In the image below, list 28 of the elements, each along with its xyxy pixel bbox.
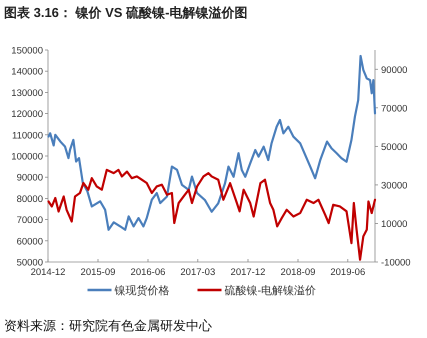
- y-tick-label: 80000: [16, 194, 43, 205]
- y2-tick-label: -10000: [381, 258, 411, 268]
- y2-tick-label: 10000: [381, 218, 408, 230]
- legend-label: 镍现货价格: [114, 285, 170, 297]
- y-tick-label: 90000: [16, 172, 43, 184]
- y-tick-label: 60000: [16, 236, 43, 248]
- x-tick-label: 2014-12: [30, 267, 66, 278]
- x-tick-label: 2016-06: [130, 267, 166, 278]
- y2-tick-label: 70000: [381, 103, 408, 114]
- x-tick-label: 2018-09: [280, 267, 316, 278]
- y-tick-label: 130000: [11, 88, 43, 99]
- title: 图表 3.16： 镍价 VS 硫酸镍-电解镍溢价图: [4, 5, 248, 20]
- y2-tick-label: 90000: [381, 64, 408, 76]
- y-tick-label: 50000: [16, 258, 43, 268]
- x-tick-label: 2017-03: [180, 267, 216, 278]
- x-tick-label: 2015-09: [80, 267, 116, 278]
- y-tick-label: 140000: [11, 66, 43, 78]
- legend-label: 硫酸镍-电解镍溢价: [224, 284, 316, 297]
- y-tick-label: 100000: [11, 152, 43, 162]
- x-tick-label: 2017-12: [230, 267, 266, 278]
- y-tick-label: 70000: [16, 215, 43, 226]
- y-tick-label: 110000: [12, 130, 43, 142]
- y-tick-label: 120000: [11, 109, 43, 120]
- x-tick-label: 2019-06: [330, 267, 366, 278]
- y2-tick-label: 30000: [381, 180, 408, 192]
- annotation: 资料来源：研究院有色金属研发中心: [4, 318, 212, 333]
- y2-tick-label: 50000: [381, 142, 408, 153]
- y-tick-label: 150000: [11, 46, 43, 56]
